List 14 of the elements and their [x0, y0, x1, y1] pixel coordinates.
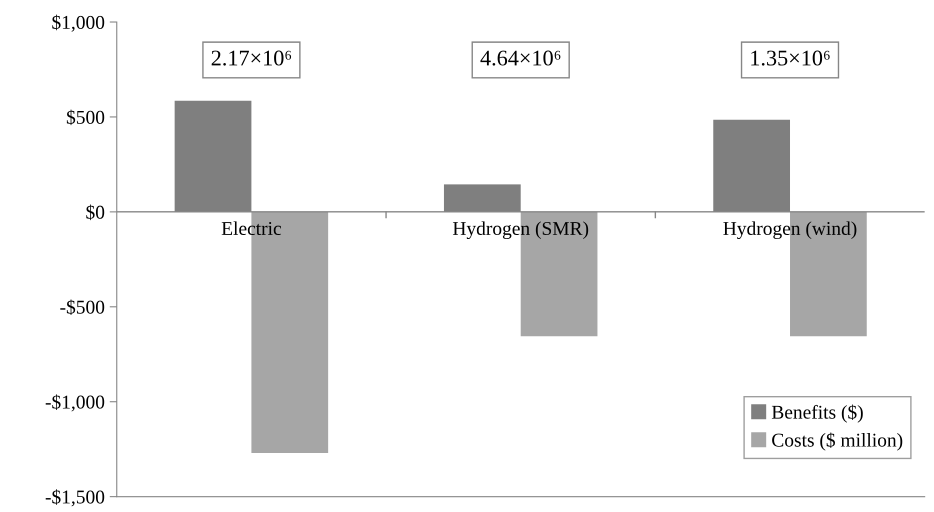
y-tick-label: $0 [86, 204, 104, 220]
y-tick-label: -$1,500 [46, 489, 104, 506]
y-tick-label: $500 [66, 110, 104, 126]
x-tick-label: Hydrogen (SMR) [452, 221, 588, 240]
annotation: 1.35×10⁶ [751, 50, 830, 66]
y-tick-label: $1,000 [52, 14, 104, 32]
annotation: 4.64×10⁶ [480, 50, 560, 66]
x-tick-label: Hydrogen (wind) [723, 221, 856, 240]
annotation: 2.17×10⁶ [212, 50, 292, 66]
y-tick-label: -$500 [60, 299, 104, 316]
y-tick-label: -$1,000 [46, 394, 104, 412]
legend-label: Benefits ($) [772, 404, 863, 423]
legend-label: Costs ($ million) [772, 432, 902, 451]
x-tick-label: Electric [222, 221, 282, 236]
